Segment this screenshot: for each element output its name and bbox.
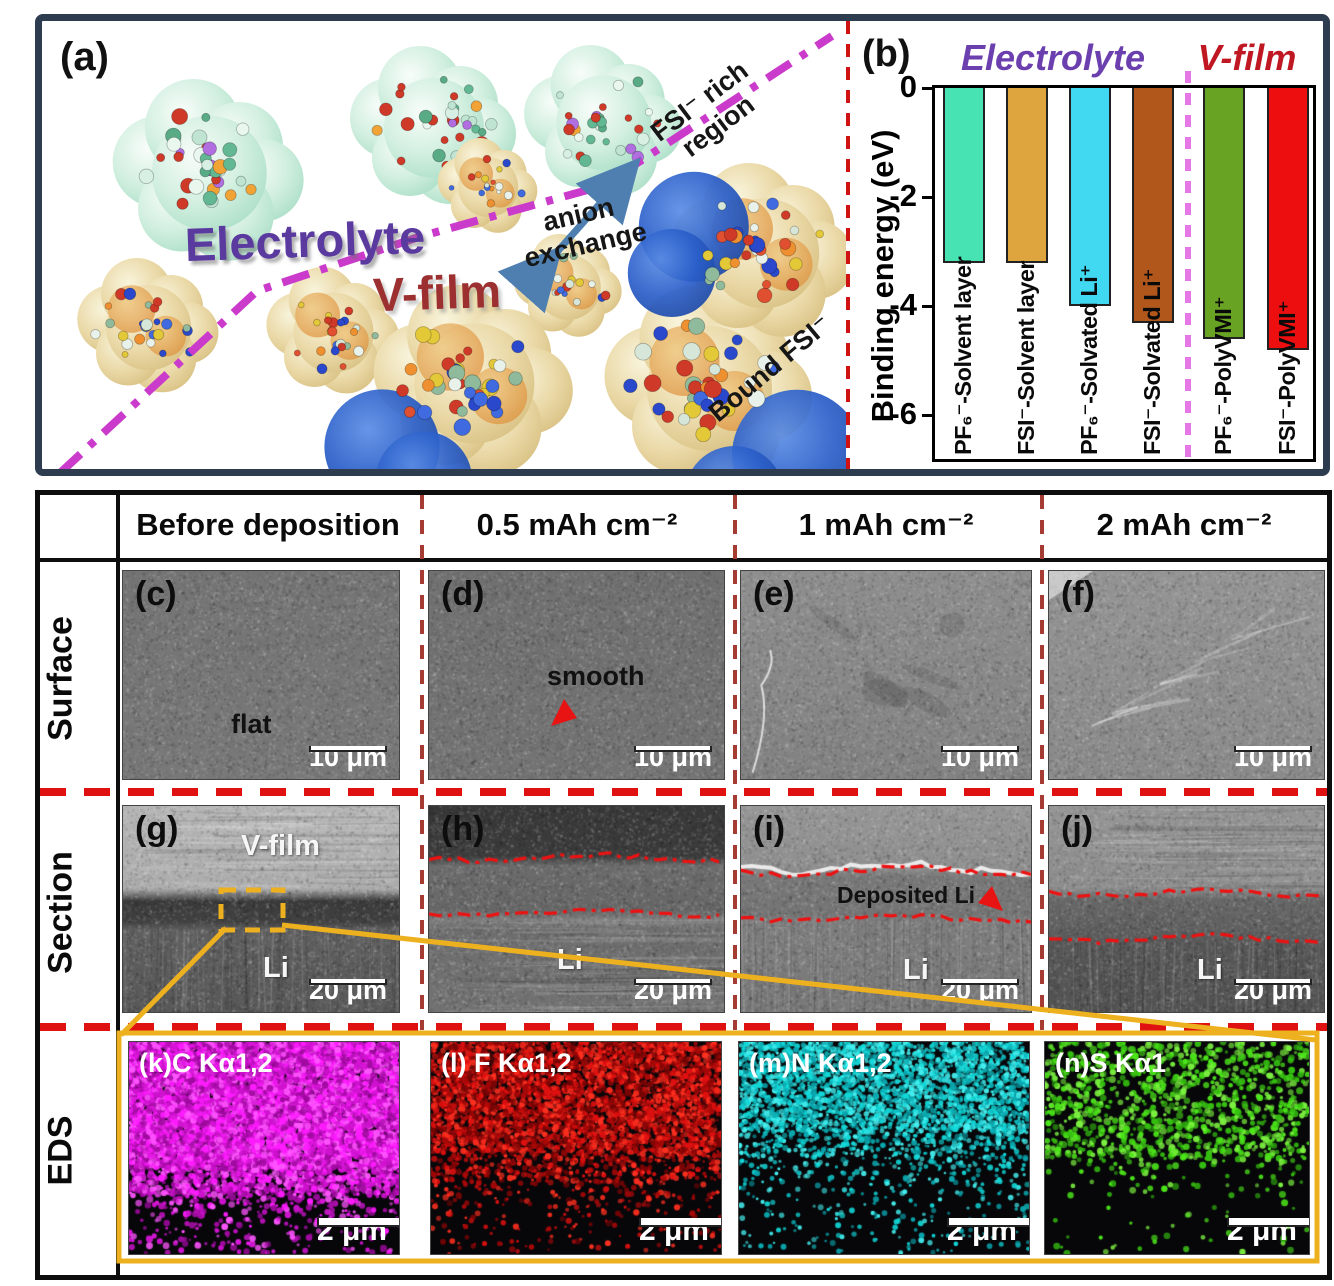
y-tick-label: -4 (889, 287, 917, 323)
bar-6 (1267, 88, 1309, 350)
bar-2 (1006, 88, 1048, 263)
chart-group-electrolyte: Electrolyte (960, 37, 1146, 78)
row-header-eds: EDS (41, 1115, 80, 1186)
panel-i-letter: (i) (753, 810, 786, 848)
panel-j-letter: (j) (1061, 810, 1094, 848)
panel-e-letter: (e) (753, 575, 795, 613)
sem-section-h: (h) Li 20 μm (428, 805, 725, 1013)
vfilm-layer-label: V-film (241, 830, 320, 862)
molecular-clusters-graphic (58, 32, 846, 469)
column-header-divider (40, 558, 1327, 562)
bar-3 (1069, 88, 1111, 307)
deposited-li-annotation: Deposited Li (837, 882, 976, 908)
row-divider-2 (40, 1023, 1327, 1031)
li-substrate-label-h: Li (557, 944, 583, 976)
y-tick-mark (922, 413, 935, 417)
scalebar-i: 20 μm (940, 974, 1019, 1005)
eds-map-l-fluorine: (l) F Kα1,2 2 μm (430, 1041, 722, 1255)
smooth-arrow-icon (551, 699, 577, 726)
sem-section-g: (g) V-film Li 20 μm (122, 805, 400, 1013)
bar-4 (1132, 88, 1174, 323)
li-substrate-label-g: Li (263, 952, 289, 984)
panel-f-letter: (f) (1061, 575, 1095, 613)
chart-group-vfilm: V-film (1197, 37, 1297, 78)
panel-a-letter: (a) (60, 35, 109, 79)
flat-annotation: flat (231, 709, 272, 739)
sem-surface-e: (e) 10 μm (740, 570, 1032, 780)
eds-map-n-sulfur: (n)S Kα1 2 μm (1044, 1041, 1310, 1255)
panel-b-letter: (b) (862, 33, 911, 75)
column-divider-1 (420, 495, 424, 1030)
scalebar-g: 20 μm (308, 974, 387, 1005)
y-tick-label: -6 (889, 396, 917, 432)
eds-title-m: (m)N Kα1,2 (749, 1048, 892, 1078)
col-header-1mah: 1 mAh cm⁻² (798, 507, 974, 542)
chart-plot-area: Binding energy (eV) 0 -2 -4 -6 PF₆⁻-Solvent … (865, 69, 1316, 462)
panel-d-letter: (d) (441, 575, 485, 613)
row-header-surface: Surface (41, 616, 80, 741)
sem-section-j: (j) Li 20 μm (1048, 805, 1325, 1013)
y-tick-label: 0 (899, 69, 917, 104)
panel-b-chart: (b) Electrolyte V-film Binding energy (e… (854, 21, 1323, 469)
col-header-05mah: 0.5 mAh cm⁻² (476, 507, 678, 542)
scalebar-l: 2 μm (638, 1214, 721, 1247)
eds-title-k: (k)C Kα1,2 (139, 1048, 273, 1078)
col-header-before-deposition: Before deposition (136, 507, 400, 542)
row-divider-1 (40, 788, 1327, 796)
panel-h-letter: (h) (441, 810, 485, 848)
scalebar-m: 2 μm (946, 1214, 1029, 1247)
panel-g-letter: (g) (135, 810, 179, 848)
panel-ab-divider-dashed-line (846, 21, 850, 469)
y-tick-label: -2 (889, 178, 917, 214)
sem-surface-f: (f) 10 μm (1048, 570, 1325, 780)
bar-5 (1203, 88, 1245, 339)
scalebar-n: 2 μm (1226, 1214, 1309, 1247)
sem-surface-c: (c) flat 10 μm (122, 570, 400, 780)
scalebar-f: 10 μm (1233, 741, 1312, 772)
bar-label-6: FSI⁻-PolyVMI⁺ (1274, 300, 1300, 455)
bar-label-4: FSI⁻-Solvated Li⁺ (1139, 268, 1165, 455)
eds-title-n: (n)S Kα1 (1055, 1048, 1167, 1078)
top-panel-frame: (a) Electrolyte V-film anion exchange FS… (35, 14, 1330, 476)
column-divider-2 (733, 495, 737, 1030)
sem-surface-d: (d) smooth 10 μm (428, 570, 725, 780)
li-substrate-label-i: Li (903, 954, 929, 986)
bar-label-3: PF₆⁻-Solvated Li⁺ (1076, 264, 1102, 455)
scalebar-k: 2 μm (316, 1214, 399, 1247)
bar-label-5: PF₆⁻-PolyVMI⁺ (1210, 296, 1236, 455)
sem-section-i: (i) Deposited Li Li 20 μm (740, 805, 1032, 1013)
row-header-section: Section (41, 851, 80, 974)
col-header-2mah: 2 mAh cm⁻² (1096, 507, 1272, 542)
scalebar-e: 10 μm (940, 741, 1019, 772)
scalebar-c: 10 μm (308, 741, 387, 772)
row-header-divider (116, 495, 120, 1275)
li-substrate-label-j: Li (1197, 954, 1223, 986)
group-separator-dashed-line (1185, 71, 1191, 459)
bar-1 (943, 88, 985, 263)
bar-label-2: FSI⁻-Solvent layer (1013, 260, 1039, 455)
y-tick-mark (922, 195, 935, 199)
panel-c-letter: (c) (135, 575, 177, 613)
eds-map-k-carbon: (k)C Kα1,2 2 μm (128, 1041, 400, 1255)
column-divider-3 (1040, 495, 1044, 1030)
eds-map-m-nitrogen: (m)N Kα1,2 2 μm (738, 1041, 1030, 1255)
scalebar-j: 20 μm (1233, 974, 1312, 1005)
y-tick-mark (922, 86, 935, 90)
eds-title-l: (l) F Kα1,2 (441, 1048, 572, 1078)
smooth-annotation: smooth (547, 661, 645, 691)
y-tick-mark (922, 304, 935, 308)
scalebar-h: 20 μm (633, 974, 712, 1005)
phase-boundary-dash-dot-line (58, 32, 835, 469)
scalebar-d: 10 μm (633, 741, 712, 772)
electrolyte-region-label: Electrolyte (183, 209, 427, 272)
deposited-li-arrow-icon (978, 886, 1003, 911)
bar-label-1: PF₆⁻-Solvent layer (950, 256, 976, 455)
anion-exchange-arrow-icon (497, 157, 641, 314)
sem-eds-table-frame: Before deposition 0.5 mAh cm⁻² 1 mAh cm⁻… (35, 490, 1332, 1280)
